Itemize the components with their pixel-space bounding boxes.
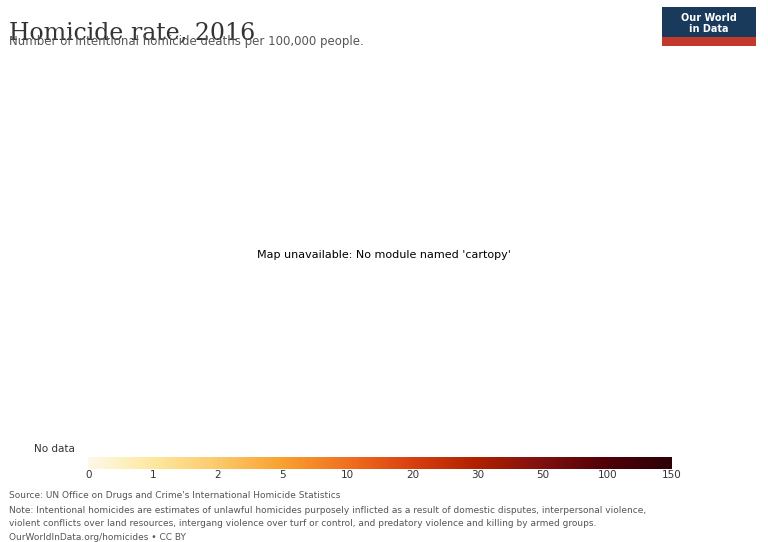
Text: 50: 50 (536, 470, 549, 480)
Text: violent conflicts over land resources, intergang violence over turf or control, : violent conflicts over land resources, i… (9, 519, 597, 528)
Text: Homicide rate, 2016: Homicide rate, 2016 (9, 22, 256, 44)
Text: Our World: Our World (681, 13, 737, 23)
Text: Map unavailable: No module named 'cartopy': Map unavailable: No module named 'cartop… (257, 250, 511, 260)
Text: in Data: in Data (690, 24, 729, 34)
FancyBboxPatch shape (662, 7, 756, 37)
Text: 5: 5 (280, 470, 286, 480)
Text: No data: No data (34, 444, 75, 454)
Text: 1: 1 (150, 470, 157, 480)
Text: 30: 30 (471, 470, 484, 480)
Text: Number of intentional homicide deaths per 100,000 people.: Number of intentional homicide deaths pe… (9, 35, 364, 48)
Text: Source: UN Office on Drugs and Crime's International Homicide Statistics: Source: UN Office on Drugs and Crime's I… (9, 491, 340, 500)
Text: 20: 20 (406, 470, 419, 480)
Text: 150: 150 (662, 470, 682, 480)
Text: Note: Intentional homicides are estimates of unlawful homicides purposely inflic: Note: Intentional homicides are estimate… (9, 506, 647, 515)
FancyBboxPatch shape (662, 37, 756, 46)
Text: 2: 2 (215, 470, 221, 480)
Text: OurWorldInData.org/homicides • CC BY: OurWorldInData.org/homicides • CC BY (9, 533, 186, 542)
Text: 10: 10 (341, 470, 354, 480)
Text: 0: 0 (85, 470, 91, 480)
Text: 100: 100 (598, 470, 617, 480)
